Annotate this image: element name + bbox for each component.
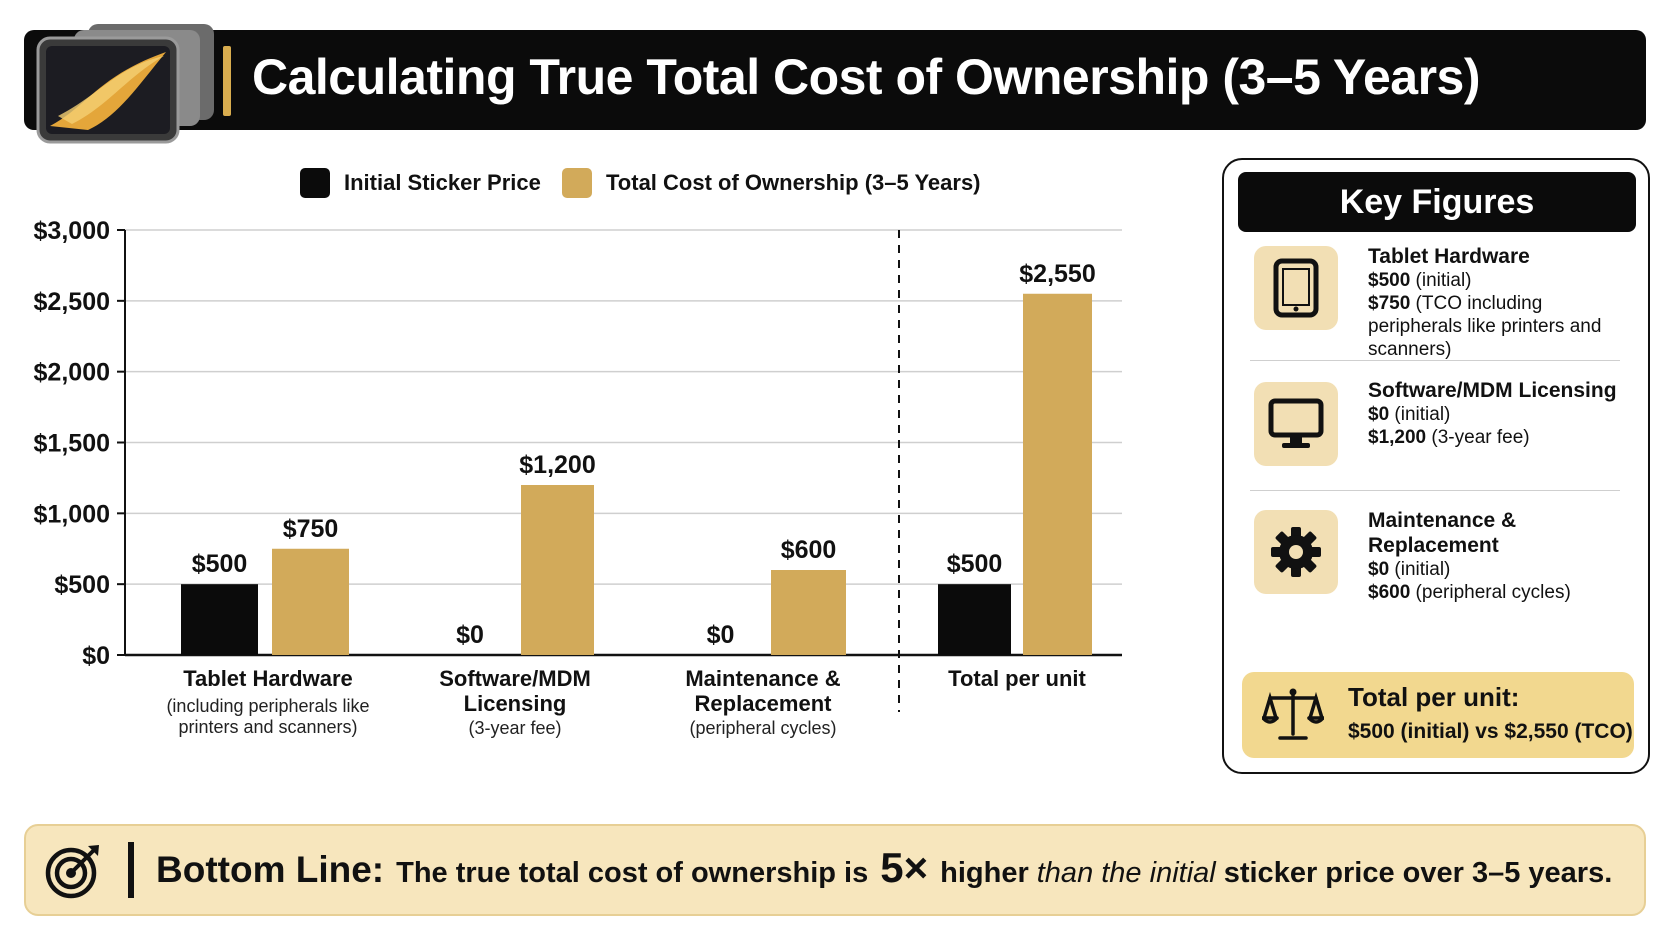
target-icon: [45, 845, 99, 899]
category-sublabel: (3-year fee): [468, 718, 561, 738]
bottom-line-text-2: higher: [940, 857, 1029, 889]
legend-item-tco: Total Cost of Ownership (3–5 Years): [562, 168, 981, 198]
category-label: Software/MDM: [439, 666, 591, 691]
y-tick-label: $2,500: [34, 288, 110, 316]
key-figure-name: Software/MDM Licensing: [1368, 379, 1617, 402]
bar-initial: [938, 584, 1011, 655]
legend-label-initial: Initial Sticker Price: [344, 170, 541, 195]
bottom-line-message: Bottom Line: The true total cost of owne…: [156, 844, 1612, 892]
gear-icon: [1254, 510, 1338, 594]
bottom-line-multiplier: 5×: [880, 844, 929, 891]
scale-icon: [1262, 688, 1324, 740]
category-sublabel: (peripheral cycles): [689, 718, 836, 738]
tablet-icon: [1254, 246, 1338, 330]
legend-label-tco: Total Cost of Ownership (3–5 Years): [606, 170, 981, 195]
category-sublabel: printers and scanners): [178, 717, 357, 737]
key-figure-tco-value: $1,200: [1368, 427, 1427, 448]
bar-tco: [521, 485, 594, 655]
key-figure-name: Maintenance & Replacement: [1368, 509, 1517, 557]
data-label: $0: [456, 621, 484, 649]
key-figures-panel: Key Figures Tablet Hardware $500 (initia…: [1222, 158, 1650, 774]
bar-tco: [1023, 293, 1092, 655]
bottom-line-text-3: sticker price over 3–5 years.: [1223, 857, 1613, 889]
header-accent-bar: [223, 46, 231, 116]
data-label: $500: [192, 550, 248, 578]
y-tick-label: $1,000: [34, 500, 110, 528]
category-label: Total per unit: [948, 666, 1086, 691]
divider: [1250, 360, 1620, 361]
page-title: Calculating True Total Cost of Ownership…: [252, 49, 1481, 105]
key-figure-tco-suffix: (TCO including peripherals like printers…: [1368, 293, 1602, 360]
category-sublabel: (including peripherals like: [166, 696, 369, 716]
y-tick-label: $0: [82, 642, 110, 670]
bottom-line-text-italic: than the initial: [1036, 857, 1216, 889]
y-tick-label: $2,000: [34, 359, 110, 387]
data-label: $1,200: [519, 451, 595, 479]
key-figure-initial-value: $500: [1368, 270, 1411, 291]
divider: [1250, 490, 1620, 491]
legend-swatch-initial: [300, 168, 330, 198]
bar-chart: $0 $500 $1,000 $1,500 $2,000 $2,500 $3,000 $500…: [34, 217, 1122, 738]
key-figure-initial-suffix: (initial): [1389, 559, 1451, 580]
data-label: $500: [947, 550, 1003, 578]
key-figure-tco-suffix: (3-year fee): [1426, 427, 1530, 448]
data-label: $750: [283, 515, 339, 543]
category-label: Maintenance &: [685, 666, 840, 691]
key-figure-initial-suffix: (initial): [1410, 270, 1472, 291]
category-label: Licensing: [464, 691, 567, 716]
key-figure-name: Tablet Hardware: [1368, 245, 1530, 268]
bottom-line-banner: Bottom Line: The true total cost of owne…: [24, 824, 1646, 916]
bottom-line-text-1: The true total cost of ownership is: [396, 857, 869, 889]
category-label: Replacement: [695, 691, 833, 716]
monitor-icon: [1254, 382, 1338, 466]
legend-swatch-tco: [562, 168, 592, 198]
bar-tco: [771, 570, 846, 655]
legend-item-initial: Initial Sticker Price: [300, 168, 541, 198]
total-per-unit-callout: Total per unit: $500 (initial) vs $2,550…: [1242, 672, 1634, 758]
data-label: $2,550: [1019, 260, 1095, 288]
y-tick-label: $1,500: [34, 430, 110, 458]
y-tick-label: $500: [54, 571, 110, 599]
bottom-line-label: Bottom Line:: [156, 849, 385, 890]
category-label: Tablet Hardware: [183, 666, 353, 691]
data-label: $0: [707, 621, 735, 649]
total-per-unit-label: Total per unit:: [1348, 682, 1520, 712]
key-figure-initial-value: $0: [1368, 404, 1390, 425]
bar-tco: [272, 548, 349, 655]
bottom-line-divider: [128, 842, 134, 898]
data-label: $600: [781, 536, 837, 564]
tablet-illustration-icon: [36, 24, 214, 144]
key-figure-tco-suffix: (peripheral cycles): [1410, 582, 1571, 603]
key-figure-tco-value: $750: [1368, 293, 1411, 314]
key-figure-tco-value: $600: [1368, 582, 1411, 603]
key-figure-initial-suffix: (initial): [1389, 404, 1451, 425]
y-tick-label: $3,000: [34, 217, 110, 245]
header-banner: [24, 30, 1646, 130]
key-figure-initial-value: $0: [1368, 559, 1390, 580]
total-per-unit-value: $500 (initial) vs $2,550 (TCO): [1348, 720, 1633, 743]
key-figures-title: Key Figures: [1238, 172, 1636, 232]
bar-initial: [181, 584, 258, 655]
